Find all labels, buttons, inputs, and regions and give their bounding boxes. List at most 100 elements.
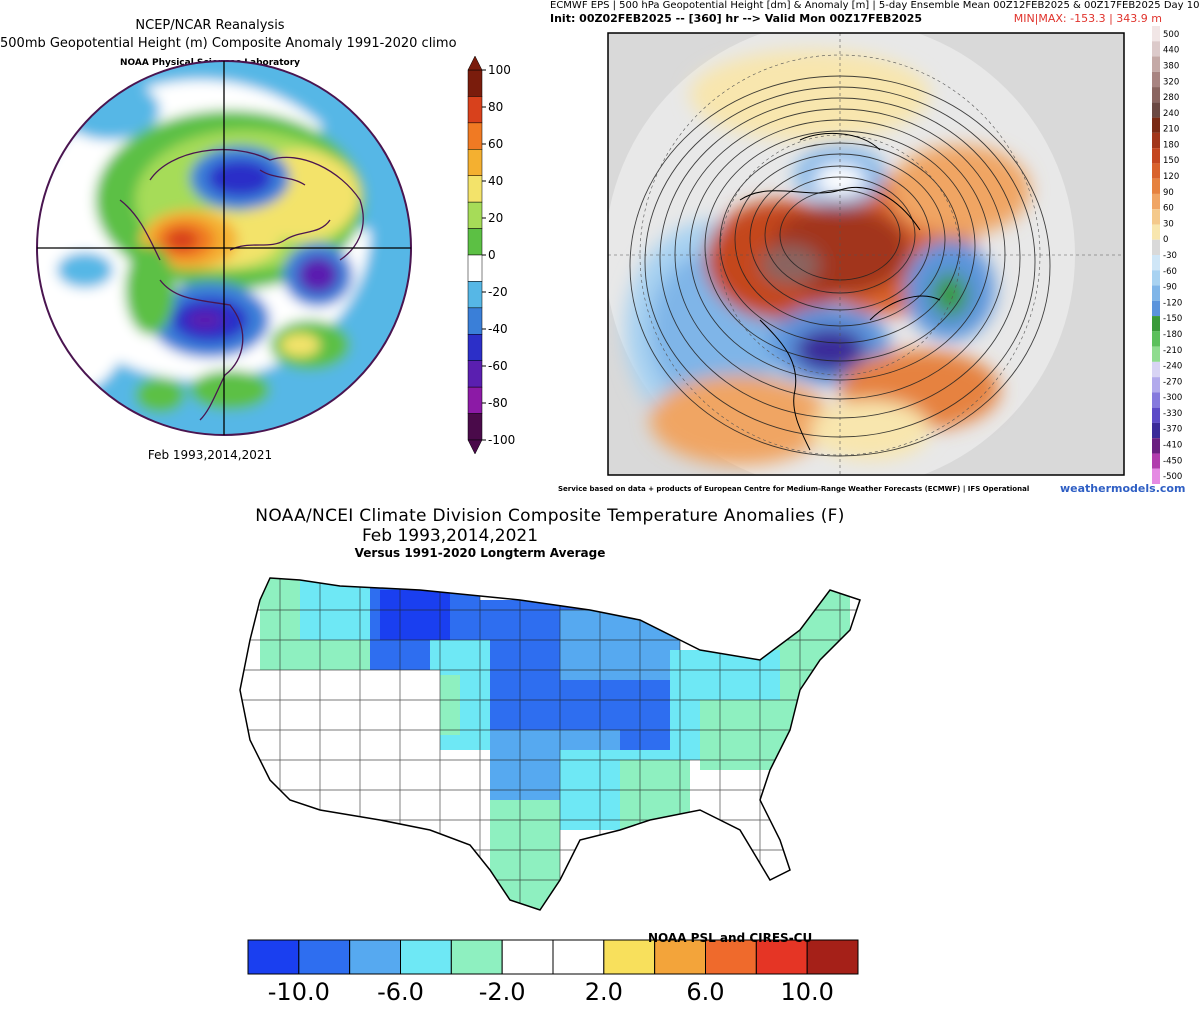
ncep-colorbar-segment xyxy=(467,334,483,361)
noaa-title-line2: Feb 1993,2014,2021 xyxy=(361,526,539,546)
ecmwf-colorbar-label: 60 xyxy=(1163,204,1174,214)
ncep-reanalysis-panel: NCEP/NCAR Reanalysis 500mb Geopotential … xyxy=(0,0,540,500)
ncep-coastlines xyxy=(119,148,364,421)
ecmwf-colorbar-segment xyxy=(1152,407,1160,423)
noaa-colorbar-label: 6.0 xyxy=(686,978,724,1006)
ncep-colorbar-label: -100 xyxy=(488,433,515,447)
noaa-colorbar-segment xyxy=(501,939,554,975)
ecmwf-colorbar-label: 320 xyxy=(1163,77,1179,87)
ncep-polar-map: 100 80 60 40 20 0 -20 -40 -60 -80 -100 xyxy=(36,55,515,455)
noaa-ncei-panel: NOAA/NCEI Climate Division Composite Tem… xyxy=(0,500,1200,1010)
ncep-title-line2: 500mb Geopotential Height (m) Composite … xyxy=(0,36,457,51)
ncep-colorbar-label: -80 xyxy=(488,396,508,410)
ncep-colorbar-segment xyxy=(467,175,483,203)
noaa-colorbar-label: -10.0 xyxy=(268,978,330,1006)
ecmwf-colorbar-segment xyxy=(1152,300,1160,317)
ecmwf-colorbar-label: -330 xyxy=(1163,409,1182,419)
noaa-credit: NOAA PSL and CIRES-CU xyxy=(648,931,813,945)
ecmwf-colorbar-label: -270 xyxy=(1163,377,1182,387)
ncep-colorbar-segment xyxy=(467,228,483,256)
ecmwf-polar-map: 500 440 380 320 280 240 210 180 150 120 90 60 30 0 -30… xyxy=(607,26,1182,484)
ncep-colorbar-label: 100 xyxy=(488,63,511,77)
ecmwf-colorbar-segment xyxy=(1152,468,1160,484)
ecmwf-colorbar-segment xyxy=(1152,41,1160,57)
ecmwf-colorbar-label: 440 xyxy=(1163,46,1179,56)
ncep-colorbar-segment xyxy=(467,386,483,414)
noaa-colorbar-segment xyxy=(552,939,605,975)
ecmwf-colorbar-label: -150 xyxy=(1163,314,1182,324)
ncep-title-line1: NCEP/NCAR Reanalysis xyxy=(135,18,285,33)
ecmwf-colorbar-segment xyxy=(1152,178,1160,194)
noaa-title-line1: NOAA/NCEI Climate Division Composite Tem… xyxy=(255,506,845,526)
noaa-colorbar-segment xyxy=(705,939,757,975)
noaa-colorbar: -10.0 -6.0 -2.0 2.0 6.0 10.0 xyxy=(247,939,859,1006)
ecmwf-colorbar-segment xyxy=(1152,209,1160,225)
ecmwf-colorbar-label: -90 xyxy=(1163,283,1177,293)
ncep-colorbar-label: -40 xyxy=(488,322,508,336)
ecmwf-colorbar-segment xyxy=(1152,331,1160,347)
ecmwf-colorbar-segment xyxy=(1152,71,1160,88)
noaa-colorbar-label: -2.0 xyxy=(479,978,526,1006)
ecmwf-colorbar-segment xyxy=(1152,346,1160,362)
noaa-colorbar-segment xyxy=(603,939,656,975)
ncep-colorbar-segment xyxy=(467,360,483,388)
noaa-colorbar-segment xyxy=(349,939,401,975)
ecmwf-colorbar-label: -120 xyxy=(1163,298,1182,308)
ncep-colorbar-segment xyxy=(467,69,483,97)
ncep-colorbar-segment xyxy=(467,281,483,309)
ecmwf-colorbar-segment xyxy=(1152,438,1160,454)
ecmwf-title-line1: ECMWF EPS | 500 hPa Geopotential Height … xyxy=(550,0,1200,11)
ecmwf-colorbar-label: -300 xyxy=(1163,393,1182,403)
ecmwf-colorbar-segment xyxy=(1152,422,1160,439)
ecmwf-colorbar-segment xyxy=(1152,361,1160,378)
noaa-us-map: -10.0 -6.0 -2.0 2.0 6.0 10.0 xyxy=(239,577,861,1006)
noaa-colorbar-label: 2.0 xyxy=(585,978,623,1006)
ecmwf-coastlines xyxy=(739,132,941,451)
ecmwf-colorbar-label: 180 xyxy=(1163,140,1179,150)
ecmwf-site-link[interactable]: weathermodels.com xyxy=(1060,482,1186,495)
ecmwf-colorbar-label: 0 xyxy=(1163,235,1168,245)
ncep-colorbar-top-arrow xyxy=(467,55,483,71)
ecmwf-colorbar-label: 210 xyxy=(1163,125,1179,135)
ecmwf-colorbar-segment xyxy=(1152,163,1160,179)
ecmwf-colorbar-label: -370 xyxy=(1163,425,1182,435)
ecmwf-colorbar-label: -450 xyxy=(1163,456,1182,466)
ecmwf-colorbar-label: 150 xyxy=(1163,156,1179,166)
ecmwf-colorbar-segment xyxy=(1152,117,1160,133)
ecmwf-map-frame xyxy=(607,32,1125,476)
ncep-colorbar-segment xyxy=(467,201,483,229)
ncep-colorbar-label: 0 xyxy=(488,248,496,262)
ecmwf-colorbar-segment xyxy=(1152,453,1160,469)
ecmwf-colorbar-segment xyxy=(1152,132,1160,149)
ecmwf-colorbar-segment xyxy=(1152,255,1160,271)
ecmwf-anomaly-field xyxy=(608,33,1124,475)
ecmwf-colorbar-label: 240 xyxy=(1163,109,1179,119)
noaa-us-outline xyxy=(239,577,861,911)
ecmwf-colorbar-label: -500 xyxy=(1163,472,1182,482)
ncep-colorbar-segment xyxy=(467,413,483,441)
noaa-colorbar-segment xyxy=(806,939,859,975)
noaa-colorbar-label: 10.0 xyxy=(780,978,833,1006)
ncep-colorbar-label: 80 xyxy=(488,100,503,114)
ncep-colorbar: 100 80 60 40 20 0 -20 -40 -60 -80 -100 xyxy=(467,55,515,455)
ncep-colorbar-bottom-arrow xyxy=(467,439,483,455)
ncep-colorbar-segment xyxy=(467,307,483,335)
ecmwf-colorbar-segment xyxy=(1152,392,1160,408)
ecmwf-colorbar-segment xyxy=(1152,224,1160,240)
ecmwf-colorbar-label: -180 xyxy=(1163,330,1182,340)
ecmwf-colorbar-label: -210 xyxy=(1163,346,1182,356)
ecmwf-colorbar-segment xyxy=(1152,148,1160,164)
ncep-colorbar-label: 60 xyxy=(488,137,503,151)
ecmwf-colorbar-segment xyxy=(1152,87,1160,103)
ecmwf-colorbar-label: 30 xyxy=(1163,219,1174,229)
noaa-colorbar-segment xyxy=(654,939,707,975)
ncep-colorbar-label: 40 xyxy=(488,174,503,188)
ecmwf-colorbar-segment xyxy=(1152,102,1160,118)
ncep-colorbar-label: -20 xyxy=(488,285,508,299)
ecmwf-colorbar-label: -240 xyxy=(1163,362,1182,372)
ecmwf-colorbar-segment xyxy=(1152,193,1160,210)
ecmwf-minmax: MIN|MAX: -153.3 | 343.9 m xyxy=(1013,12,1162,25)
ecmwf-colorbar-label: -410 xyxy=(1163,441,1182,451)
ecmwf-title-line2: Init: 00Z02FEB2025 -- [360] hr --> Valid… xyxy=(550,12,923,25)
ncep-footer: Feb 1993,2014,2021 xyxy=(147,448,273,462)
